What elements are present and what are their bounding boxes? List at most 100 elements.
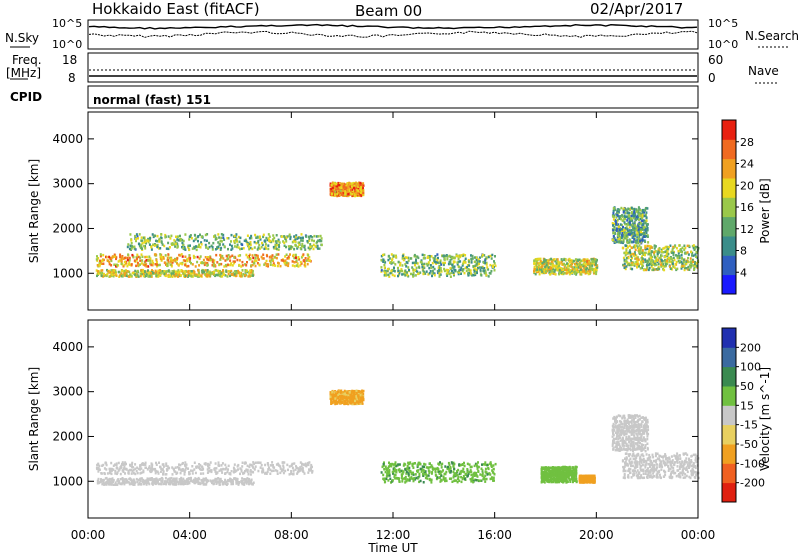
heatmap-cell — [250, 269, 253, 272]
heatmap-cell — [556, 258, 559, 261]
heatmap-cell — [98, 464, 101, 468]
heatmap-cell — [191, 480, 194, 483]
heatmap-cell — [236, 465, 239, 468]
heatmap-cell — [575, 271, 578, 275]
heatmap-cell — [657, 265, 660, 269]
heatmap-cell — [121, 461, 124, 464]
heatmap-cell — [297, 245, 300, 249]
heatmap-cell — [151, 482, 154, 485]
heatmap-cell — [234, 239, 237, 242]
heatmap-cell — [618, 216, 621, 219]
heatmap-cell — [188, 254, 191, 257]
heatmap-cell — [283, 235, 286, 238]
y-tick-label: 2000 — [52, 221, 83, 235]
heatmap-cell — [620, 233, 623, 237]
heatmap-cell — [100, 269, 103, 272]
heatmap-cell — [135, 469, 138, 473]
heatmap-cell — [196, 255, 199, 259]
heatmap-cell — [182, 272, 185, 275]
heatmap-cell — [330, 398, 333, 402]
heatmap-cell — [353, 194, 356, 197]
heatmap-cell — [591, 262, 594, 266]
heatmap-cell — [131, 481, 134, 484]
heatmap-cell — [135, 256, 138, 259]
nave-tick-bottom: 0 — [708, 71, 716, 85]
heatmap-cell — [102, 463, 105, 467]
heatmap-cell — [612, 211, 615, 215]
heatmap-cell — [288, 234, 291, 238]
heatmap-cell — [484, 463, 487, 466]
heatmap-cell — [589, 264, 592, 267]
heatmap-cell — [130, 482, 133, 485]
heatmap-cell — [177, 263, 180, 266]
heatmap-cell — [165, 270, 168, 273]
heatmap-cell — [412, 273, 414, 276]
heatmap-cell — [306, 240, 309, 243]
heatmap-cell — [189, 244, 191, 247]
heatmap-cell — [228, 472, 231, 475]
heatmap-cell — [539, 257, 542, 261]
heatmap-cell — [679, 249, 682, 252]
heatmap-cell — [644, 258, 647, 261]
heatmap-cell — [352, 181, 355, 185]
heatmap-cell — [470, 258, 473, 262]
heatmap-cell — [202, 480, 205, 483]
heatmap-cell — [622, 208, 625, 211]
heatmap-cell — [342, 399, 344, 402]
heatmap-cell — [620, 206, 623, 210]
heatmap-cell — [248, 253, 251, 257]
heatmap-cell — [130, 275, 133, 278]
heatmap-cell — [407, 259, 410, 262]
heatmap-cell — [210, 244, 213, 248]
heatmap-cell — [296, 472, 299, 475]
heatmap-cell — [669, 256, 672, 260]
heatmap-cell — [208, 272, 211, 276]
heatmap-cell — [637, 228, 640, 231]
heatmap-cell — [283, 244, 286, 247]
heatmap-cell — [162, 255, 165, 259]
heatmap-cell — [357, 194, 360, 197]
heatmap-cell — [303, 472, 306, 475]
heatmap-cell — [123, 478, 126, 481]
heatmap-cell — [547, 266, 550, 269]
heatmap-cell — [119, 253, 122, 256]
heatmap-cell — [337, 395, 340, 399]
heatmap-cell — [241, 461, 244, 464]
heatmap-cell — [135, 477, 138, 481]
heatmap-cell — [242, 482, 245, 485]
heatmap-cell — [126, 479, 129, 482]
heatmap-cell — [154, 269, 157, 273]
heatmap-cell — [162, 257, 165, 260]
heatmap-cell — [387, 467, 390, 470]
heatmap-cell — [196, 275, 199, 278]
heatmap-cell — [489, 263, 492, 267]
heatmap-cell — [636, 256, 639, 259]
heatmap-cell — [484, 271, 487, 274]
heatmap-cell — [182, 259, 185, 262]
heatmap-cell — [106, 259, 109, 262]
heatmap-cell — [407, 256, 410, 260]
heatmap-cell — [245, 253, 248, 257]
heatmap-cell — [551, 269, 553, 273]
heatmap-cell — [619, 227, 622, 230]
power-heatmap — [95, 181, 700, 278]
heatmap-cell — [386, 472, 389, 475]
heatmap-cell — [117, 260, 120, 263]
heatmap-cell — [456, 263, 459, 266]
heatmap-cell — [673, 245, 676, 248]
heatmap-cell — [628, 263, 631, 267]
heatmap-cell — [618, 240, 621, 243]
heatmap-cell — [406, 273, 409, 277]
heatmap-cell — [113, 269, 116, 272]
heatmap-cell — [349, 392, 352, 396]
heatmap-cell — [179, 468, 182, 471]
heatmap-cell — [630, 246, 633, 249]
heatmap-cell — [593, 260, 596, 263]
heatmap-cell — [436, 261, 439, 264]
heatmap-cell — [362, 184, 365, 187]
heatmap-cell — [407, 474, 410, 477]
heatmap-cell — [355, 191, 358, 195]
heatmap-cell — [255, 236, 258, 239]
heatmap-cell — [160, 259, 163, 262]
heatmap-cell — [217, 269, 220, 273]
